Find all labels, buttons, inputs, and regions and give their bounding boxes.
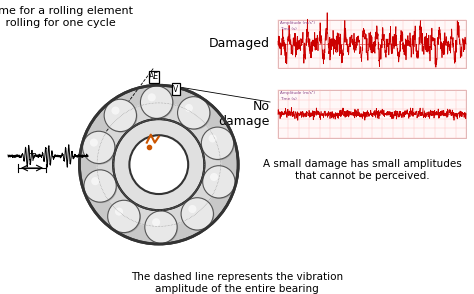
Circle shape xyxy=(140,86,173,118)
Circle shape xyxy=(181,198,213,230)
Circle shape xyxy=(90,138,98,147)
Text: Time (s): Time (s) xyxy=(280,27,297,31)
Circle shape xyxy=(182,199,214,231)
Text: V: V xyxy=(173,85,178,94)
Circle shape xyxy=(204,167,236,199)
Circle shape xyxy=(82,131,115,163)
Circle shape xyxy=(178,97,210,129)
Circle shape xyxy=(91,177,99,185)
Circle shape xyxy=(84,170,116,202)
Circle shape xyxy=(145,211,177,243)
Text: The dashed line represents the vibration
amplitude of the entire bearing: The dashed line represents the vibration… xyxy=(131,272,343,294)
Circle shape xyxy=(109,201,141,234)
Text: No
damage: No damage xyxy=(219,100,270,128)
Circle shape xyxy=(104,99,137,132)
Text: Amplitude (m/s²): Amplitude (m/s²) xyxy=(280,21,315,25)
Circle shape xyxy=(141,87,174,119)
FancyBboxPatch shape xyxy=(278,20,466,68)
Circle shape xyxy=(113,119,204,210)
Circle shape xyxy=(115,208,123,216)
Circle shape xyxy=(209,134,217,143)
Circle shape xyxy=(188,205,196,213)
Circle shape xyxy=(85,171,117,203)
Text: Damaged: Damaged xyxy=(209,38,270,51)
FancyBboxPatch shape xyxy=(278,90,466,138)
Circle shape xyxy=(105,100,137,133)
Circle shape xyxy=(201,127,234,159)
Circle shape xyxy=(210,173,218,181)
Text: Time (s): Time (s) xyxy=(280,97,297,101)
Text: T: time for a rolling element
   rolling for one cycle: T: time for a rolling element rolling fo… xyxy=(0,6,133,28)
Circle shape xyxy=(179,98,211,130)
Circle shape xyxy=(129,135,188,194)
Circle shape xyxy=(111,106,119,115)
FancyBboxPatch shape xyxy=(172,83,180,95)
Text: Amplitude (m/s²): Amplitude (m/s²) xyxy=(280,91,315,95)
Circle shape xyxy=(203,166,235,198)
Circle shape xyxy=(96,102,221,227)
FancyBboxPatch shape xyxy=(149,71,159,83)
Circle shape xyxy=(83,132,116,165)
Text: T: T xyxy=(29,153,35,163)
Circle shape xyxy=(148,93,156,101)
Circle shape xyxy=(80,85,238,244)
Circle shape xyxy=(152,218,160,226)
Circle shape xyxy=(108,200,140,233)
Text: A small damage has small amplitudes
that cannot be perceived.: A small damage has small amplitudes that… xyxy=(263,159,461,181)
Circle shape xyxy=(146,212,178,244)
Circle shape xyxy=(202,128,235,161)
Text: AE: AE xyxy=(149,72,159,81)
Circle shape xyxy=(185,104,193,112)
